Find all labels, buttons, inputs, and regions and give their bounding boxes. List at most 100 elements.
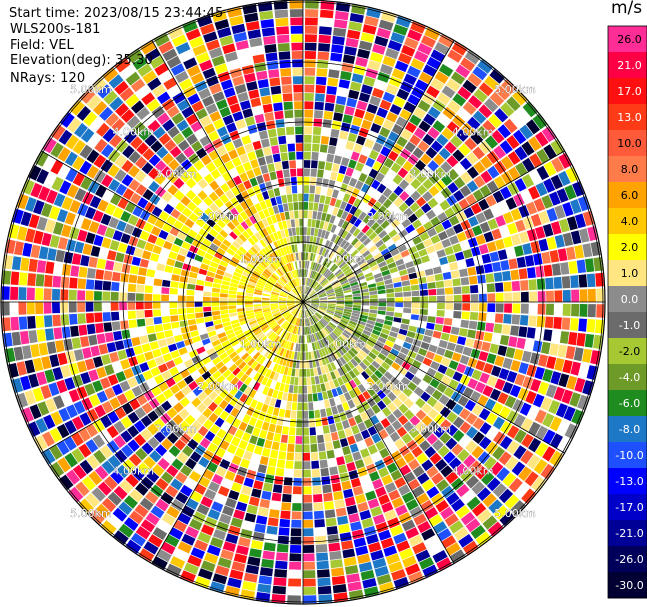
- velocity-gate: [518, 268, 528, 280]
- velocity-gate: [170, 556, 186, 569]
- velocity-gate: [113, 530, 129, 545]
- velocity-gate: [326, 372, 333, 382]
- velocity-gate: [86, 268, 96, 279]
- velocity-gate: [403, 101, 416, 114]
- velocity-gate: [431, 259, 441, 268]
- velocity-gate: [416, 270, 426, 278]
- velocity-gate: [89, 509, 105, 525]
- velocity-gate: [292, 343, 297, 351]
- velocity-gate: [365, 228, 374, 237]
- velocity-gate: [301, 310, 303, 319]
- velocity-gate: [304, 151, 311, 160]
- velocity-gate: [396, 426, 408, 438]
- velocity-gate: [200, 524, 215, 536]
- velocity-gate: [366, 319, 376, 326]
- velocity-gate: [364, 586, 379, 597]
- velocity-gate: [287, 304, 295, 307]
- velocity-gate: [257, 156, 267, 166]
- velocity-gate: [536, 316, 546, 328]
- velocity-gate: [409, 202, 420, 213]
- velocity-gate: [95, 269, 105, 280]
- velocity-gate: [149, 450, 162, 463]
- velocity-gate: [263, 270, 271, 278]
- velocity-gate: [489, 251, 500, 262]
- velocity-gate: [502, 381, 514, 394]
- velocity-gate: [195, 285, 204, 291]
- start-time-text: Start time: 2023/08/15 23:44:45: [9, 6, 224, 21]
- velocity-gate: [104, 227, 115, 239]
- velocity-gate: [112, 207, 124, 219]
- velocity-gate: [554, 204, 566, 219]
- velocity-gate: [422, 335, 432, 344]
- velocity-gate: [518, 362, 529, 375]
- velocity-gate: [128, 453, 142, 467]
- velocity-gate: [186, 133, 198, 146]
- velocity-gate: [478, 243, 489, 255]
- velocity-gate: [309, 307, 316, 313]
- velocity-gate: [550, 371, 562, 385]
- velocity-gate: [303, 519, 314, 528]
- velocity-gate: [571, 409, 584, 425]
- velocity-gate: [533, 459, 548, 475]
- velocity-gate: [287, 341, 292, 350]
- velocity-gate: [88, 470, 103, 486]
- velocity-gate: [164, 139, 177, 152]
- velocity-gate: [472, 417, 485, 430]
- velocity-gate: [352, 116, 363, 127]
- velocity-gate: [334, 181, 342, 191]
- velocity-gate: [113, 262, 123, 272]
- velocity-gate: [301, 294, 303, 302]
- velocity-gate: [303, 252, 306, 261]
- velocity-gate: [156, 263, 166, 272]
- velocity-gate: [274, 314, 282, 320]
- velocity-gate: [303, 377, 307, 386]
- velocity-gate: [526, 327, 536, 339]
- velocity-gate: [224, 252, 233, 260]
- velocity-gate: [404, 37, 419, 50]
- velocity-gate: [227, 577, 242, 589]
- velocity-gate: [526, 119, 540, 135]
- velocity-gate: [549, 416, 563, 432]
- velocity-gate: [304, 277, 307, 286]
- velocity-gate: [263, 482, 273, 492]
- velocity-gate: [546, 207, 558, 222]
- velocity-gate: [219, 204, 230, 215]
- velocity-gate: [582, 243, 593, 258]
- velocity-gate: [308, 402, 314, 411]
- velocity-gate: [317, 443, 326, 452]
- velocity-gate: [292, 486, 302, 495]
- velocity-gate: [415, 409, 427, 421]
- velocity-gate: [121, 159, 134, 173]
- velocity-gate: [437, 113, 451, 126]
- velocity-gate: [513, 348, 524, 361]
- velocity-gate: [300, 310, 303, 318]
- velocity-gate: [88, 369, 99, 382]
- velocity-gate: [347, 361, 355, 370]
- velocity-gate: [502, 472, 517, 487]
- velocity-gate: [271, 145, 280, 155]
- velocity-gate: [280, 68, 292, 77]
- velocity-gate: [178, 420, 190, 432]
- velocity-gate: [261, 27, 275, 37]
- velocity-gate: [315, 332, 320, 341]
- velocity-gate: [280, 434, 288, 443]
- velocity-gate: [123, 495, 138, 509]
- velocity-gate: [289, 427, 296, 436]
- velocity-gate: [179, 171, 191, 183]
- velocity-gate: [250, 246, 259, 255]
- velocity-gate: [336, 208, 344, 218]
- velocity-gate: [493, 505, 509, 520]
- velocity-gate: [482, 493, 497, 508]
- velocity-gate: [307, 288, 313, 296]
- velocity-gate: [361, 332, 370, 340]
- velocity-gate: [174, 439, 186, 451]
- velocity-gate: [179, 49, 194, 62]
- velocity-gate: [294, 278, 298, 287]
- velocity-gate: [429, 452, 442, 465]
- velocity-gate: [249, 435, 258, 445]
- velocity-gate: [332, 330, 340, 338]
- velocity-gate: [107, 514, 122, 529]
- velocity-gate: [413, 107, 426, 120]
- velocity-gate: [470, 390, 482, 403]
- velocity-gate: [364, 138, 375, 149]
